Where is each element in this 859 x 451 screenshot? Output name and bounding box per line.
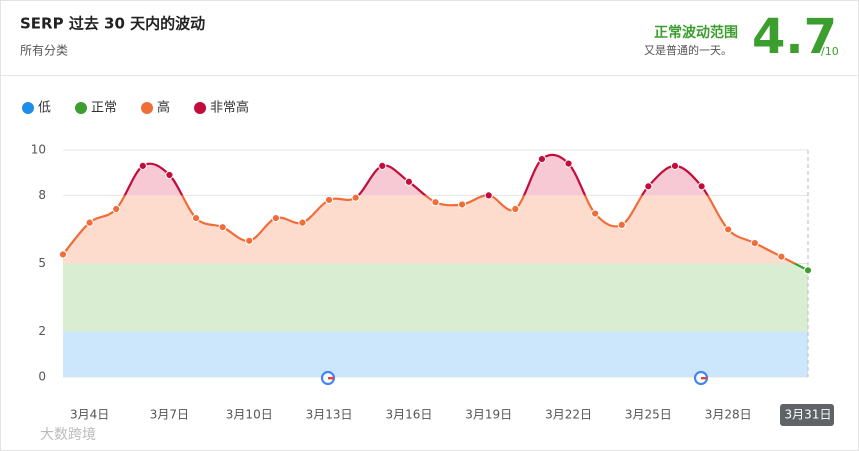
legend-swatch bbox=[141, 102, 154, 114]
point bbox=[617, 220, 626, 230]
status: 正常波动范围 bbox=[654, 24, 738, 41]
status-note: 又是普通的一天。 bbox=[644, 43, 732, 57]
point bbox=[191, 214, 201, 223]
point bbox=[404, 177, 413, 186]
x-tick-label: 3月25日 bbox=[625, 408, 672, 422]
y-tick-label: 10 bbox=[31, 143, 46, 157]
score: 4.7 bbox=[752, 9, 837, 65]
legend-label: 低 bbox=[38, 101, 51, 116]
x-tick-label: 3月13日 bbox=[306, 408, 353, 422]
point bbox=[165, 170, 174, 180]
legend-swatch bbox=[75, 102, 88, 114]
subtitle: 所有分类 bbox=[20, 44, 68, 58]
x-tick-label: 3月7日 bbox=[150, 408, 189, 422]
y-tick-label: 8 bbox=[38, 188, 46, 202]
legend-label: 高 bbox=[157, 100, 170, 116]
point bbox=[750, 238, 759, 248]
google-icon-bar bbox=[701, 377, 707, 380]
legend-swatch bbox=[22, 102, 34, 114]
point bbox=[298, 218, 307, 227]
point bbox=[537, 154, 547, 164]
point bbox=[58, 250, 68, 259]
legend-label: 非常高 bbox=[210, 100, 249, 116]
point bbox=[511, 204, 520, 214]
watermark: 大数跨境 bbox=[40, 427, 96, 443]
point bbox=[644, 182, 653, 191]
legend-label: 正常 bbox=[91, 101, 117, 116]
point bbox=[803, 266, 813, 275]
zone-area bbox=[63, 195, 795, 264]
point bbox=[324, 195, 334, 205]
point bbox=[591, 209, 600, 218]
legend-swatch bbox=[194, 102, 207, 114]
x-tick-label: 3月28日 bbox=[705, 408, 752, 422]
current-date-box bbox=[780, 404, 834, 426]
score-max: /10 bbox=[821, 45, 839, 58]
x-tick-label: 3月31日 bbox=[785, 408, 832, 422]
x-tick-label: 3月10日 bbox=[226, 408, 273, 422]
point bbox=[484, 191, 493, 200]
zone-area bbox=[124, 154, 708, 196]
point bbox=[431, 198, 440, 207]
y-tick-label: 5 bbox=[38, 256, 46, 270]
point bbox=[378, 161, 387, 170]
y-tick-label: 0 bbox=[38, 370, 46, 384]
zone-area bbox=[63, 263, 808, 332]
x-tick-label: 3月4日 bbox=[70, 408, 109, 422]
x-tick-label: 3月16日 bbox=[385, 408, 432, 422]
line bbox=[123, 153, 710, 196]
point bbox=[112, 204, 121, 214]
point bbox=[777, 252, 786, 261]
x-tick-label: 3月22日 bbox=[545, 408, 592, 422]
point bbox=[351, 193, 360, 202]
title: SERP 过去 30 天内的波动 bbox=[20, 15, 205, 33]
x-tick-label: 3月19日 bbox=[465, 408, 512, 422]
point bbox=[670, 161, 680, 170]
point bbox=[697, 182, 706, 191]
point bbox=[271, 214, 280, 223]
google-icon-bar bbox=[328, 377, 334, 380]
point bbox=[138, 161, 147, 170]
point bbox=[218, 223, 227, 232]
point bbox=[245, 236, 254, 245]
point bbox=[85, 218, 94, 227]
point bbox=[458, 200, 467, 209]
point bbox=[564, 159, 573, 168]
y-tick-label: 2 bbox=[38, 324, 46, 338]
zone-area bbox=[63, 331, 808, 377]
point bbox=[724, 225, 733, 234]
